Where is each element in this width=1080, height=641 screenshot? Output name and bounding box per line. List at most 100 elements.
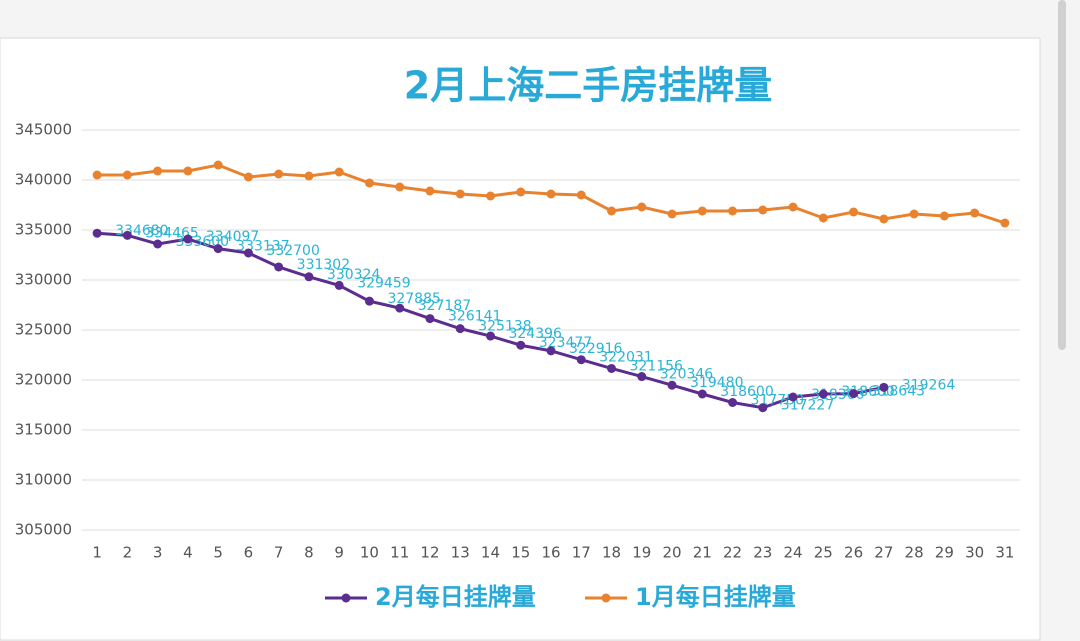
data-label: 327885 bbox=[387, 291, 440, 307]
point bbox=[788, 202, 798, 212]
y-tick-label: 320000 bbox=[15, 371, 72, 389]
x-tick-label: 11 bbox=[390, 544, 409, 562]
x-tick-label: 31 bbox=[995, 544, 1014, 562]
data-label: 317227 bbox=[781, 398, 834, 414]
x-tick-label: 12 bbox=[420, 544, 439, 562]
point bbox=[153, 239, 163, 249]
point bbox=[818, 213, 828, 223]
point bbox=[455, 189, 465, 199]
x-tick-label: 20 bbox=[662, 544, 681, 562]
point bbox=[455, 324, 465, 334]
point bbox=[576, 355, 586, 365]
x-tick-label: 3 bbox=[153, 544, 163, 562]
point bbox=[485, 191, 495, 201]
point bbox=[849, 389, 859, 399]
data-label: 322916 bbox=[569, 341, 623, 357]
point bbox=[183, 234, 193, 244]
y-tick-label: 330000 bbox=[15, 271, 72, 289]
x-tick-label: 29 bbox=[935, 544, 954, 562]
point bbox=[516, 187, 526, 197]
point bbox=[818, 389, 828, 399]
legend-label: 2月每日挂牌量 bbox=[375, 583, 536, 611]
point bbox=[425, 186, 435, 196]
point bbox=[485, 331, 495, 341]
data-label: 320346 bbox=[660, 367, 714, 383]
y-tick-label: 325000 bbox=[15, 321, 72, 339]
x-tick-label: 28 bbox=[905, 544, 924, 562]
x-tick-label: 10 bbox=[360, 544, 379, 562]
data-label: 318600 bbox=[720, 384, 773, 400]
point bbox=[213, 160, 223, 170]
point bbox=[970, 208, 980, 218]
point bbox=[637, 372, 647, 382]
point bbox=[637, 202, 647, 212]
point bbox=[364, 178, 374, 188]
point bbox=[304, 171, 314, 181]
x-tick-label: 30 bbox=[965, 544, 984, 562]
y-tick-label: 310000 bbox=[15, 471, 72, 489]
point bbox=[395, 182, 405, 192]
y-tick-label: 335000 bbox=[15, 221, 72, 239]
x-tick-label: 6 bbox=[244, 544, 254, 562]
point bbox=[939, 211, 949, 221]
legend-label: 1月每日挂牌量 bbox=[635, 583, 796, 611]
x-tick-label: 21 bbox=[693, 544, 712, 562]
point bbox=[667, 380, 677, 390]
point bbox=[334, 167, 344, 177]
point bbox=[879, 214, 889, 224]
point bbox=[1000, 218, 1010, 228]
x-tick-label: 4 bbox=[183, 544, 193, 562]
point bbox=[607, 206, 617, 216]
data-label: 334097 bbox=[206, 229, 259, 245]
data-label: 329459 bbox=[357, 275, 410, 291]
data-label: 330324 bbox=[327, 267, 381, 283]
data-label: 321156 bbox=[630, 358, 684, 374]
point bbox=[728, 398, 738, 407]
y-tick-label: 340000 bbox=[15, 171, 72, 189]
point bbox=[243, 248, 253, 258]
x-tick-label: 26 bbox=[844, 544, 863, 562]
data-label: 319264 bbox=[902, 377, 956, 393]
data-label: 319480 bbox=[690, 375, 743, 391]
x-tick-label: 14 bbox=[481, 544, 500, 562]
x-tick-label: 23 bbox=[753, 544, 772, 562]
x-tick-label: 7 bbox=[274, 544, 284, 562]
point bbox=[758, 205, 768, 215]
point bbox=[213, 244, 223, 254]
point bbox=[607, 363, 617, 373]
x-tick-label: 2 bbox=[123, 544, 133, 562]
chart-title: 2月上海二手房挂牌量 bbox=[404, 64, 772, 108]
x-tick-label: 19 bbox=[632, 544, 651, 562]
point bbox=[546, 189, 556, 199]
x-tick-label: 22 bbox=[723, 544, 742, 562]
point bbox=[667, 209, 677, 219]
x-tick-label: 5 bbox=[213, 544, 223, 562]
x-tick-label: 18 bbox=[602, 544, 621, 562]
point bbox=[788, 392, 798, 402]
point bbox=[153, 166, 163, 176]
point bbox=[274, 169, 284, 179]
y-tick-label: 345000 bbox=[15, 121, 72, 139]
point bbox=[849, 207, 859, 217]
x-tick-label: 9 bbox=[334, 544, 344, 562]
point bbox=[516, 340, 526, 350]
point bbox=[697, 389, 707, 399]
point bbox=[274, 262, 284, 272]
point bbox=[243, 172, 253, 182]
x-tick-label: 15 bbox=[511, 544, 530, 562]
point bbox=[122, 230, 132, 240]
data-label: 325138 bbox=[478, 319, 531, 335]
data-label: 332700 bbox=[266, 243, 319, 259]
point bbox=[183, 166, 193, 176]
point bbox=[395, 303, 405, 313]
point bbox=[546, 346, 556, 356]
point bbox=[122, 170, 132, 180]
data-label: 331302 bbox=[297, 257, 350, 273]
x-tick-label: 8 bbox=[304, 544, 314, 562]
x-tick-label: 13 bbox=[451, 544, 470, 562]
point bbox=[909, 209, 919, 219]
point bbox=[364, 296, 374, 306]
y-tick-label: 305000 bbox=[15, 521, 72, 539]
point bbox=[425, 314, 435, 324]
